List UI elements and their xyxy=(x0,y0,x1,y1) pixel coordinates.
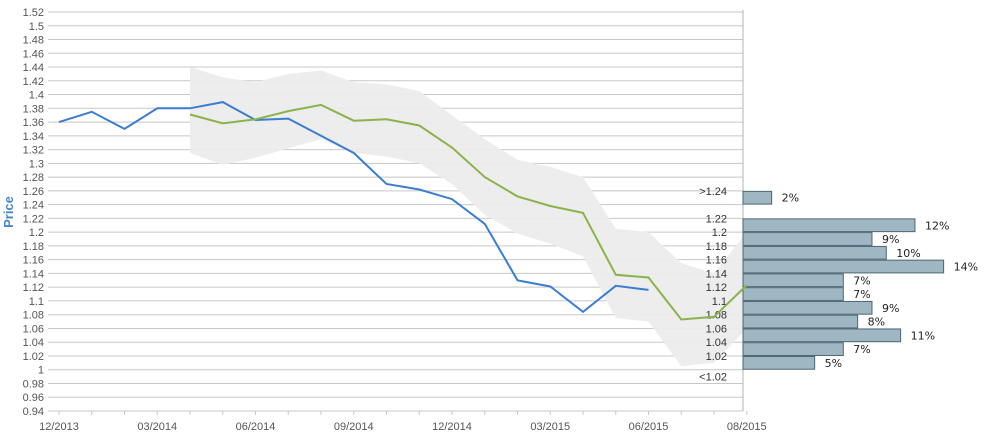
y-tick-label: 1.52 xyxy=(23,7,44,19)
y-tick-label: 1.34 xyxy=(23,131,44,143)
y-tick-label: 1.18 xyxy=(23,241,44,253)
distribution-bar xyxy=(742,190,773,205)
distribution-bar xyxy=(742,218,916,233)
distribution-bar xyxy=(742,287,844,301)
y-tick-label: 1.02 xyxy=(23,351,44,363)
forecast-confidence-band xyxy=(190,67,747,367)
distribution-bin-label: 1.2 xyxy=(712,227,727,239)
distribution-percent-label: 7% xyxy=(853,343,870,356)
y-tick-label: 1.26 xyxy=(23,186,44,198)
distribution-bar xyxy=(742,273,844,288)
x-tick-label: 03/2014 xyxy=(137,421,177,433)
x-tick-label: 12/2013 xyxy=(39,421,79,433)
y-tick-label: 1.46 xyxy=(23,48,44,60)
y-tick-label: 1.12 xyxy=(23,282,44,294)
y-tick-label: 1.3 xyxy=(29,158,44,170)
distribution-percent-label: 10% xyxy=(896,247,920,260)
distribution-percent-label: 7% xyxy=(853,274,870,287)
distribution-bin-label: 1.22 xyxy=(706,213,727,225)
x-tick-label: 03/2015 xyxy=(530,421,570,433)
distribution-percent-label: 9% xyxy=(882,233,899,246)
y-tick-label: 1.28 xyxy=(23,172,44,184)
distribution-bars-layer: 2%12%9%10%14%7%7%9%8%11%7%5%>1.241.221.2… xyxy=(699,186,978,384)
distribution-percent-label: 7% xyxy=(853,288,870,301)
x-tick-label: 12/2014 xyxy=(432,421,472,433)
y-tick-label: 1.42 xyxy=(23,76,44,88)
y-tick-label: 1 xyxy=(38,365,44,377)
distribution-bin-label: 1.04 xyxy=(706,337,727,349)
actual-series-line xyxy=(58,101,649,314)
axis-layer: 0.940.960.9811.021.041.061.081.11.121.14… xyxy=(23,7,767,433)
distribution-bar xyxy=(742,259,945,274)
y-tick-label: 0.96 xyxy=(23,392,44,404)
y-tick-label: 1.08 xyxy=(23,310,44,322)
y-tick-label: 1.16 xyxy=(23,255,44,267)
x-tick-label: 06/2015 xyxy=(629,421,669,433)
y-tick-label: 1.44 xyxy=(23,62,44,74)
distribution-bin-label: 1.18 xyxy=(706,241,727,253)
y-axis-title: Price xyxy=(1,196,16,228)
distribution-bin-label: 1.1 xyxy=(712,296,727,308)
y-tick-label: 1.1 xyxy=(29,296,44,308)
forecast-band-layer xyxy=(190,67,747,367)
y-tick-label: 1.32 xyxy=(23,145,44,157)
y-tick-label: 1.4 xyxy=(29,90,44,102)
distribution-bin-label: 1.16 xyxy=(706,255,727,267)
distribution-bin-label: <1.02 xyxy=(699,372,727,384)
y-tick-label: 1.06 xyxy=(23,323,44,335)
distribution-bar xyxy=(742,328,902,343)
distribution-percent-label: 11% xyxy=(911,329,935,342)
y-tick-label: 1.2 xyxy=(29,227,44,239)
distribution-percent-label: 14% xyxy=(954,261,978,274)
distribution-bin-label: 1.14 xyxy=(706,268,727,280)
y-tick-label: 1.38 xyxy=(23,103,44,115)
distribution-percent-label: 9% xyxy=(882,302,899,315)
y-tick-label: 0.94 xyxy=(23,406,44,418)
distribution-bar xyxy=(742,355,816,370)
series-lines-layer xyxy=(58,101,748,321)
y-tick-label: 1.36 xyxy=(23,117,44,129)
distribution-bar xyxy=(742,245,887,260)
y-tick-label: 0.98 xyxy=(23,378,44,390)
x-tick-label: 08/2015 xyxy=(727,421,767,433)
distribution-percent-label: 2% xyxy=(782,192,799,205)
distribution-bar xyxy=(742,314,859,329)
distribution-bar xyxy=(742,300,873,315)
y-tick-label: 1.24 xyxy=(23,200,44,212)
y-tick-label: 1.04 xyxy=(23,337,44,349)
distribution-bin-label: 1.06 xyxy=(706,323,727,335)
y-tick-label: 1.14 xyxy=(23,268,44,280)
y-tick-label: 1.22 xyxy=(23,213,44,225)
distribution-bar xyxy=(742,342,844,356)
y-tick-label: 1.48 xyxy=(23,35,44,47)
distribution-bar xyxy=(742,232,873,246)
distribution-bin-label: 1.02 xyxy=(706,351,727,363)
distribution-percent-label: 12% xyxy=(925,219,949,232)
x-tick-label: 06/2014 xyxy=(236,421,276,433)
distribution-percent-label: 8% xyxy=(868,316,885,329)
distribution-bin-label: 1.12 xyxy=(706,282,727,294)
distribution-bin-label: >1.24 xyxy=(699,186,727,198)
distribution-percent-label: 5% xyxy=(825,357,842,370)
forecast-series-line xyxy=(189,103,748,321)
y-tick-label: 1.5 xyxy=(29,21,44,33)
grid-layer xyxy=(48,10,744,412)
x-tick-label: 09/2014 xyxy=(334,421,374,433)
